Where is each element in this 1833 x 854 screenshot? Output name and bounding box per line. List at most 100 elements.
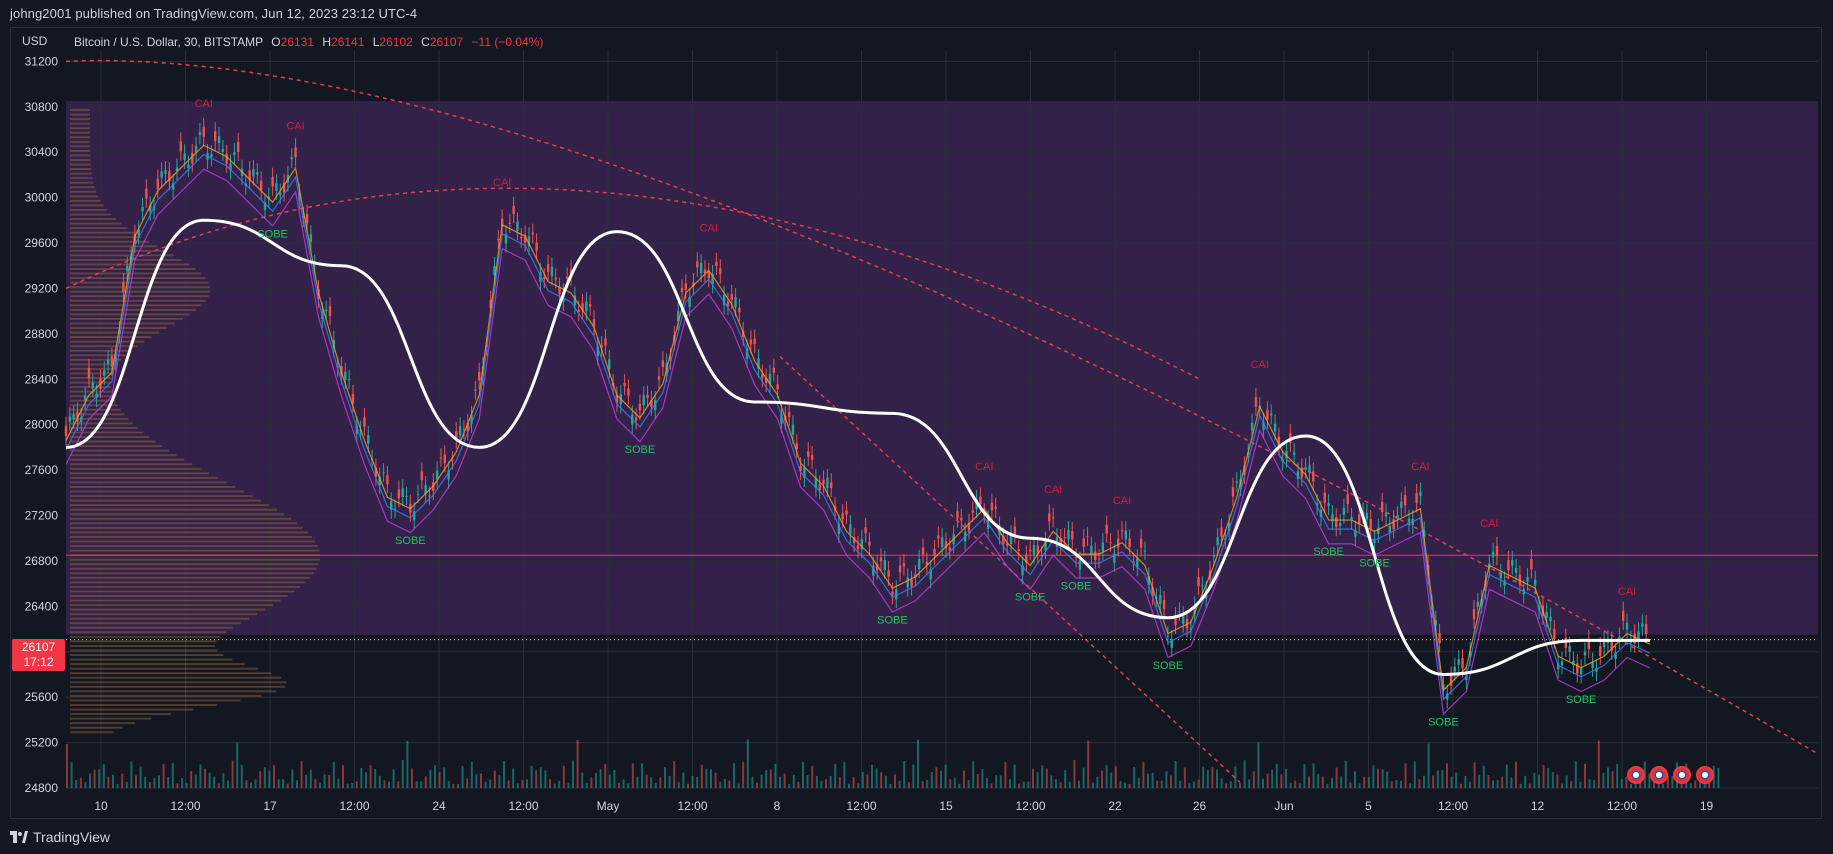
candle-body xyxy=(807,451,810,457)
candle-body xyxy=(439,457,443,459)
candle-body xyxy=(160,171,163,178)
volume-bar xyxy=(1142,761,1145,788)
candle-body xyxy=(390,501,393,510)
volume-profile-bar xyxy=(70,436,150,439)
volume-profile-bar xyxy=(70,149,91,152)
volume-profile-bar xyxy=(70,522,298,525)
price-chart[interactable]: CAI SOBE CAI SOBE CAI SOBE CAI SOBE CAI SOBE CAI SO… xyxy=(0,0,1833,830)
buy-signal-label: SOBE xyxy=(1061,580,1092,592)
candle-body xyxy=(1216,537,1219,546)
volume-profile-bar xyxy=(70,168,92,171)
us-flag-event-icon[interactable] xyxy=(1673,766,1691,784)
volume-bar xyxy=(1036,772,1039,788)
volume-profile-bar xyxy=(70,336,152,339)
volume-bar xyxy=(1082,767,1085,788)
candle-body xyxy=(684,283,688,290)
y-tick-label: 26400 xyxy=(25,599,59,613)
volume-bar xyxy=(930,772,933,788)
tradingview-logo[interactable]: TradingView xyxy=(10,829,110,845)
volume-bar xyxy=(1248,779,1251,788)
current-price-tag: 26107 17:12 xyxy=(12,639,65,671)
candle-body xyxy=(676,311,680,322)
volume-bar xyxy=(884,775,887,788)
candle-body xyxy=(1128,538,1131,548)
candle-body xyxy=(1468,651,1472,657)
candle-body xyxy=(1641,623,1644,627)
candle-body xyxy=(137,229,140,236)
volume-bar xyxy=(1344,760,1347,788)
candle-body xyxy=(1503,580,1506,586)
volume-bar xyxy=(852,777,855,788)
candle-body xyxy=(252,169,255,177)
volume-bar xyxy=(125,781,128,788)
candle-body xyxy=(1453,666,1457,672)
volume-bar xyxy=(871,764,873,788)
candle-body xyxy=(1078,560,1082,570)
candle-body xyxy=(1021,565,1024,576)
volume-bar xyxy=(866,774,869,788)
volume-bar xyxy=(1326,783,1329,788)
volume-bar xyxy=(240,765,243,788)
volume-bar xyxy=(1515,761,1517,788)
volume-bar xyxy=(1689,783,1692,788)
volume-bar xyxy=(811,766,814,788)
volume-bar xyxy=(130,761,133,788)
volume-bar xyxy=(107,776,110,788)
candle-body xyxy=(791,424,795,435)
high-value: 26141 xyxy=(331,35,365,49)
us-flag-event-icon[interactable] xyxy=(1627,766,1645,784)
volume-bar xyxy=(1229,781,1232,788)
volume-bar xyxy=(236,742,239,788)
candle-body xyxy=(512,205,515,214)
volume-bar xyxy=(806,775,809,788)
volume-bar xyxy=(181,778,183,788)
volume-bar xyxy=(549,778,551,788)
volume-bar xyxy=(475,774,478,788)
volume-bar xyxy=(286,783,289,788)
candle-body xyxy=(282,182,286,193)
volume-bar xyxy=(135,775,137,788)
candle-body xyxy=(83,395,87,401)
volume-bar xyxy=(1110,772,1113,788)
volume-bar xyxy=(1078,780,1080,788)
volume-bar xyxy=(1183,767,1186,788)
volume-bar xyxy=(1101,770,1103,788)
symbol-title[interactable]: Bitcoin / U.S. Dollar, 30, BITSTAMP xyxy=(74,35,263,49)
volume-profile-bar xyxy=(70,381,111,384)
candle-body xyxy=(455,431,458,440)
volume-bar xyxy=(277,779,280,788)
volume-bar xyxy=(208,772,211,788)
volume-profile-bar xyxy=(70,481,227,484)
candle-body xyxy=(1044,540,1047,551)
candle-body xyxy=(895,589,898,600)
candle-body xyxy=(309,234,313,243)
volume-bar xyxy=(328,774,331,788)
volume-bar xyxy=(1363,777,1366,788)
volume-bar xyxy=(723,778,726,788)
volume-profile-bar xyxy=(70,445,163,448)
volume-profile-bar xyxy=(70,431,144,434)
candle-body xyxy=(118,330,121,335)
candle-body xyxy=(1143,550,1147,552)
candle-body xyxy=(1059,538,1062,547)
volume-profile-bar xyxy=(70,113,91,116)
candle-body xyxy=(546,264,550,272)
volume-profile-bar xyxy=(70,644,216,647)
candle-body xyxy=(405,495,408,497)
candle-body xyxy=(883,559,886,571)
volume-profile-bar xyxy=(70,313,190,316)
us-flag-event-icon[interactable] xyxy=(1696,766,1714,784)
candle-body xyxy=(898,565,902,573)
candle-body xyxy=(1304,467,1307,470)
volume-bar xyxy=(1133,766,1136,788)
candle-body xyxy=(470,414,473,424)
candle-body xyxy=(657,376,661,380)
volume-bar xyxy=(1156,780,1159,788)
volume-bar xyxy=(953,777,956,788)
candle-body xyxy=(1097,558,1101,560)
candle-body xyxy=(1350,516,1353,521)
volume-bar xyxy=(1197,779,1200,788)
us-flag-event-icon[interactable] xyxy=(1650,766,1668,784)
candle-body xyxy=(1491,551,1495,557)
volume-bar xyxy=(1257,742,1260,788)
